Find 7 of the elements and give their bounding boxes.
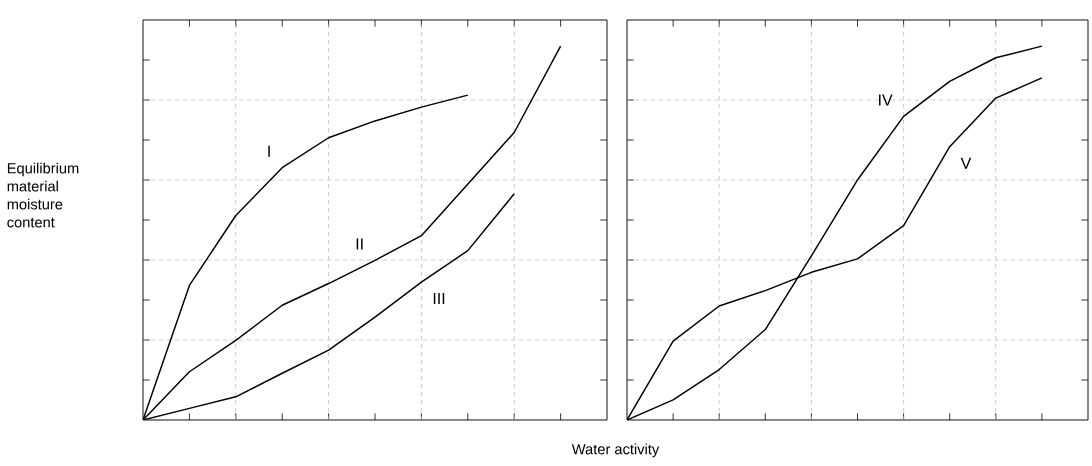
x-axis-title: Water activity bbox=[571, 443, 660, 458]
series-label: IV bbox=[879, 94, 893, 106]
series-label: III bbox=[433, 292, 445, 304]
series-label: II bbox=[356, 238, 363, 250]
series-label: I bbox=[268, 145, 270, 157]
y-axis-title: Equilibrium material moisture content bbox=[7, 162, 79, 228]
series-label: V bbox=[960, 157, 972, 169]
